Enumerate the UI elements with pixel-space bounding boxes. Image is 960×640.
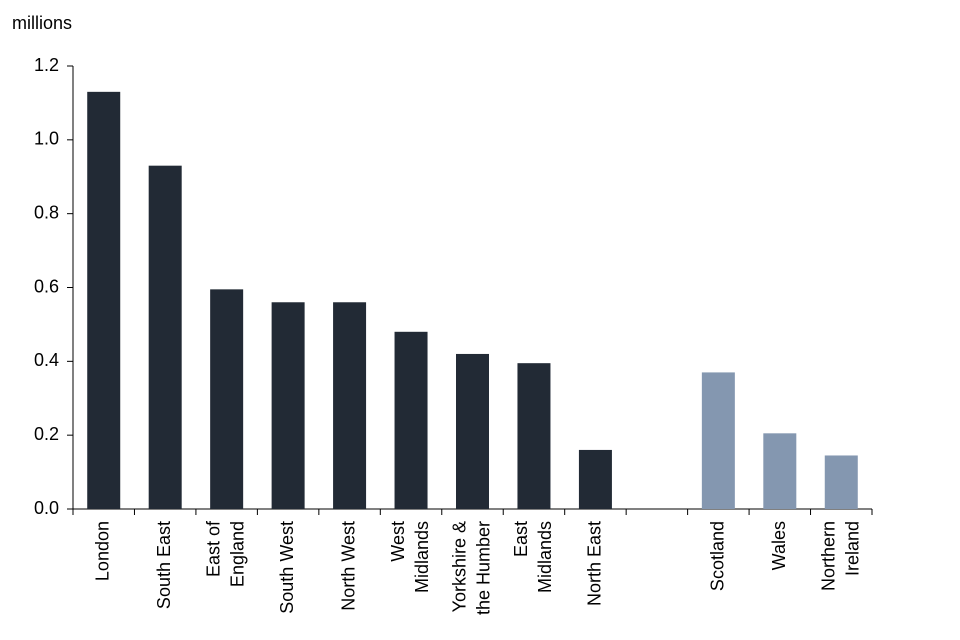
y-tick-label: 0.8 <box>34 202 59 222</box>
x-tick-label-group: North West <box>338 521 358 611</box>
y-tick-label: 0.6 <box>34 276 59 296</box>
y-tick-label: 0.2 <box>34 424 59 444</box>
bar <box>210 289 244 509</box>
x-tick-label-group: Scotland <box>707 521 727 591</box>
x-tick-label: South East <box>154 521 174 609</box>
x-tick-label: Scotland <box>707 521 727 591</box>
x-tick-label-group: Yorkshire & the Humber <box>449 521 493 615</box>
y-tick-label: 0.0 <box>34 498 59 518</box>
x-tick-label-group: Northern Ireland <box>818 521 862 591</box>
y-tick-label: 1.2 <box>34 55 59 75</box>
bar <box>517 363 551 509</box>
bar <box>578 449 612 509</box>
x-tick-label-group: Wales <box>769 521 789 570</box>
x-tick-label: London <box>92 521 112 581</box>
bar <box>824 455 858 509</box>
bar <box>87 91 121 509</box>
x-tick-label-group: South East <box>154 521 174 609</box>
x-tick-label-group: North East <box>584 521 604 606</box>
x-tick-label: Yorkshire & the Humber <box>449 521 493 615</box>
bar <box>333 302 367 509</box>
bar <box>763 433 797 509</box>
x-tick-label: East Midlands <box>511 521 555 593</box>
x-tick-label: West Midlands <box>388 521 432 593</box>
bar <box>271 302 305 509</box>
x-tick-label: Wales <box>769 521 789 570</box>
x-tick-label-group: East of England <box>203 520 247 587</box>
bar <box>394 331 428 509</box>
x-tick-label: Northern Ireland <box>818 521 862 591</box>
bar <box>148 165 182 510</box>
x-tick-label: South West <box>277 521 297 614</box>
x-tick-label-group: South West <box>277 521 297 614</box>
y-axis-label: millions <box>12 13 72 33</box>
y-tick-label: 0.4 <box>34 350 59 370</box>
x-tick-label: North West <box>338 521 358 611</box>
x-tick-label-group: East Midlands <box>511 521 555 593</box>
x-tick-label: East of England <box>203 520 247 587</box>
bar <box>701 372 735 509</box>
y-tick-label: 1.0 <box>34 129 59 149</box>
x-tick-label-group: London <box>92 521 112 581</box>
bar <box>456 353 489 509</box>
x-tick-label-group: West Midlands <box>388 521 432 593</box>
x-tick-label: North East <box>584 521 604 606</box>
